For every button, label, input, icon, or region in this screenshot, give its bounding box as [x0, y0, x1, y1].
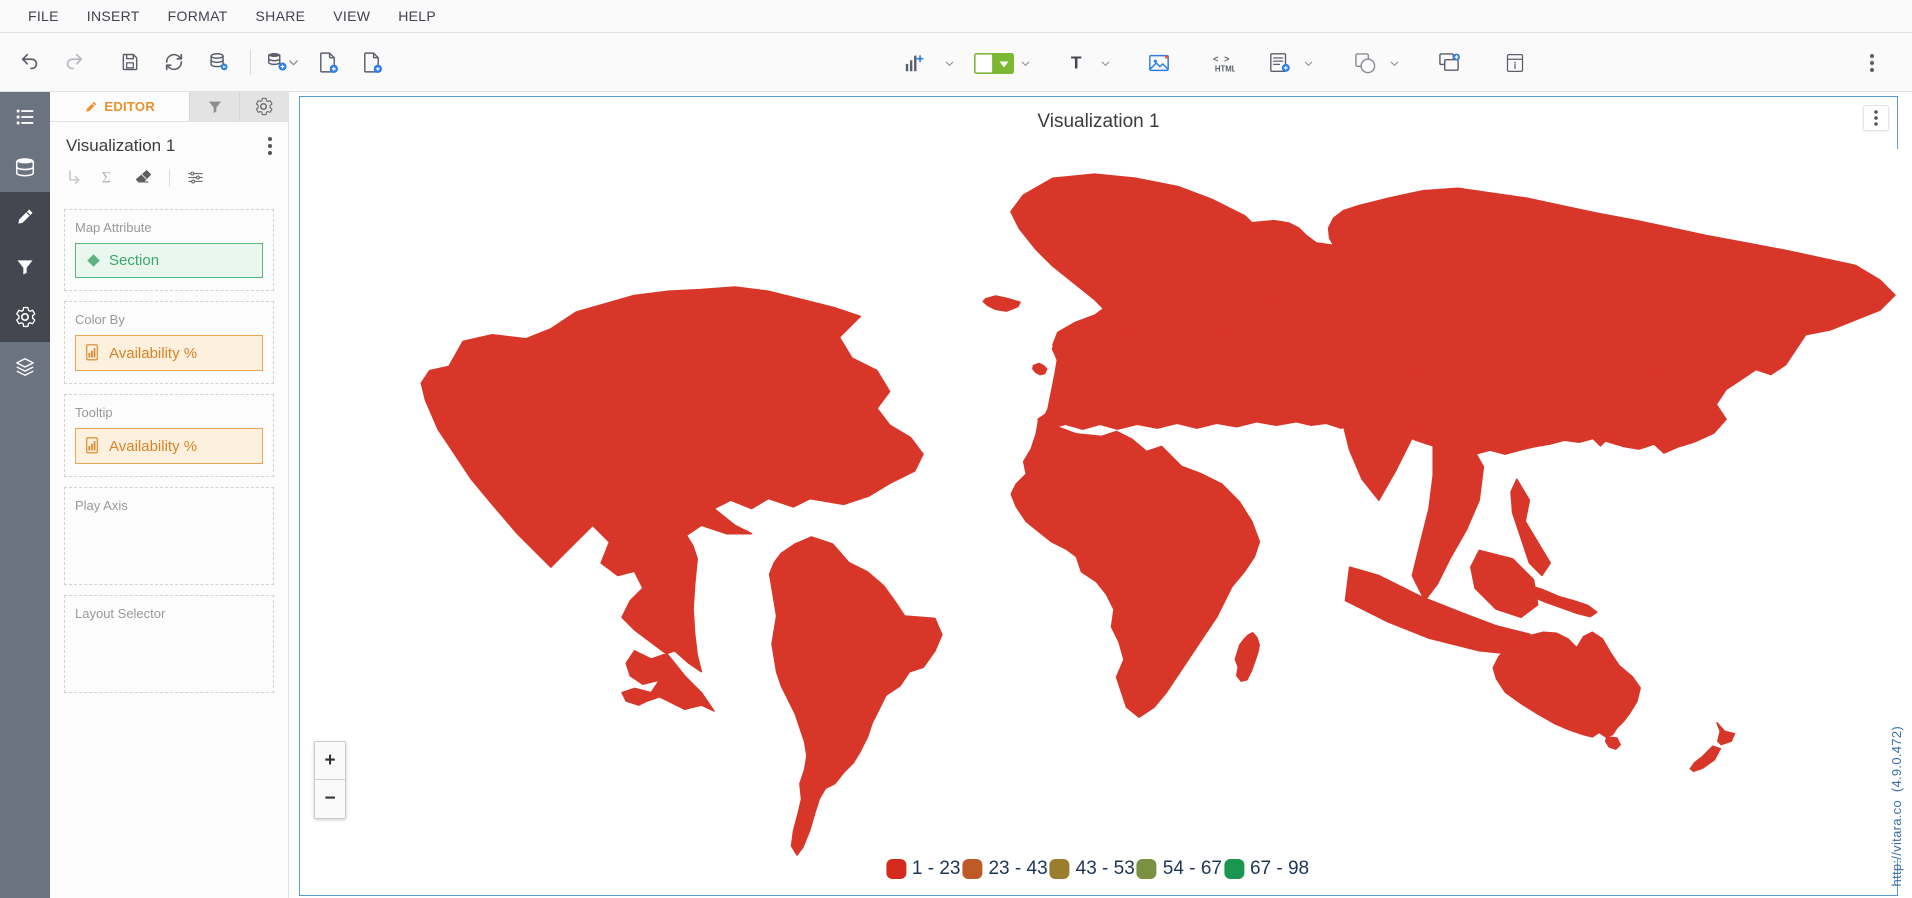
svg-text:Σ: Σ [102, 169, 111, 186]
svg-text:T: T [1071, 53, 1082, 73]
svg-text:HTML: HTML [1215, 64, 1235, 73]
